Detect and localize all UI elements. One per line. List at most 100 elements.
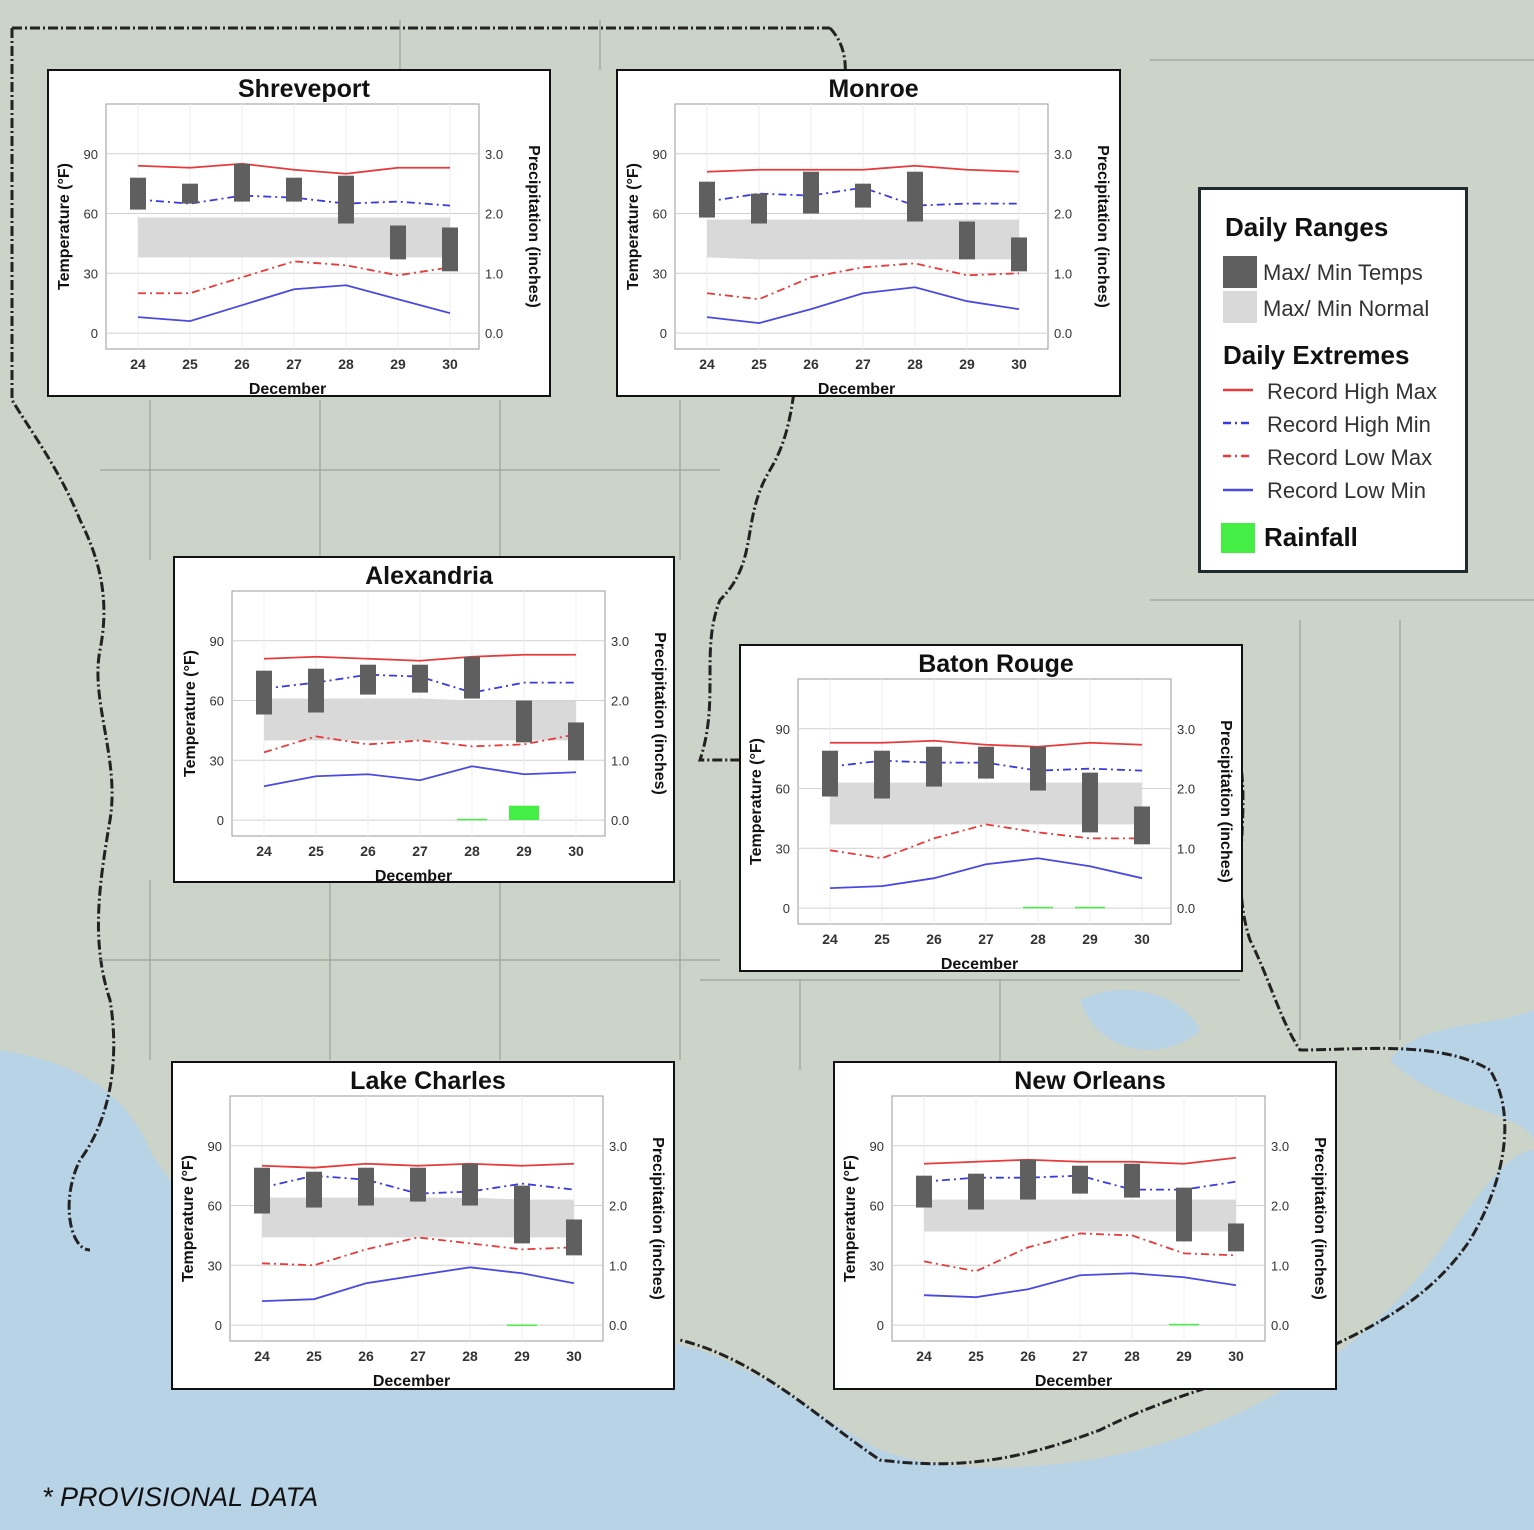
ytick-label-monroe-3: 90 xyxy=(653,147,667,162)
rain-bar-new-orleans-5 xyxy=(1169,1323,1199,1326)
xtick-label-monroe-4: 28 xyxy=(907,356,923,372)
xlabel-new-orleans: December xyxy=(1035,1373,1112,1388)
y2label-alexandria: Precipitation (inches) xyxy=(651,632,668,795)
rain-bar-baton-rouge-5 xyxy=(1075,906,1105,909)
observed-bar-monroe-3 xyxy=(855,183,871,208)
xtick-label-lake-charles-6: 30 xyxy=(566,1348,582,1364)
y2label-new-orleans: Precipitation (inches) xyxy=(1311,1137,1328,1300)
xtick-label-alexandria-6: 30 xyxy=(568,843,584,859)
legend-obs-swatch xyxy=(1223,256,1257,288)
record-low-max-line-alexandria xyxy=(263,733,577,754)
y2tick-label-alexandria-0: 0.0 xyxy=(611,813,629,828)
ytick-label-monroe-0: 0 xyxy=(660,326,667,341)
xtick-label-baton-rouge-3: 27 xyxy=(978,931,994,947)
xlabel-lake-charles: December xyxy=(373,1373,450,1388)
y2tick-label-new-orleans-0: 0.0 xyxy=(1271,1318,1289,1333)
y2tick-label-new-orleans-1: 1.0 xyxy=(1271,1258,1289,1273)
observed-bar-shreveport-0 xyxy=(130,177,146,210)
observed-bar-monroe-1 xyxy=(751,193,767,224)
ytick-label-shreveport-2: 60 xyxy=(84,207,98,222)
ytick-label-lake-charles-1: 30 xyxy=(208,1258,222,1273)
y2tick-label-new-orleans-2: 2.0 xyxy=(1271,1199,1289,1214)
xtick-label-lake-charles-4: 28 xyxy=(462,1348,478,1364)
xlabel-shreveport: December xyxy=(249,381,326,395)
chart-title-monroe: Monroe xyxy=(828,75,918,103)
ytick-label-lake-charles-2: 60 xyxy=(208,1199,222,1214)
observed-bar-lake-charles-0 xyxy=(254,1167,270,1214)
record-high-max-line-shreveport xyxy=(137,162,450,175)
observed-bar-monroe-4 xyxy=(907,171,923,222)
observed-bar-shreveport-5 xyxy=(390,225,406,260)
legend-rlmax-label: Record Low Max xyxy=(1267,445,1433,470)
xtick-label-monroe-2: 26 xyxy=(803,356,819,372)
xtick-label-alexandria-4: 28 xyxy=(464,843,480,859)
y2label-lake-charles: Precipitation (inches) xyxy=(649,1137,666,1300)
normal-band-alexandria xyxy=(264,698,576,741)
record-low-min-line-shreveport xyxy=(137,284,451,323)
observed-bar-alexandria-6 xyxy=(568,722,584,761)
ytick-label-monroe-1: 30 xyxy=(653,266,667,281)
xtick-label-baton-rouge-4: 28 xyxy=(1030,931,1046,947)
xtick-label-monroe-3: 27 xyxy=(855,356,871,372)
record-low-min-line-lake-charles xyxy=(261,1266,575,1303)
xtick-label-shreveport-1: 25 xyxy=(182,356,198,372)
ylabel-lake-charles: Temperature (°F) xyxy=(180,1155,197,1282)
record-high-max-line-monroe xyxy=(706,164,1020,173)
xlabel-alexandria: December xyxy=(375,868,452,881)
panel-new-orleans: New Orleans 0 30 60 90 0.0 1.0 2.0 3.0 24 25 26 27 28… xyxy=(833,1061,1337,1390)
xtick-label-baton-rouge-0: 24 xyxy=(822,931,838,947)
normal-band-new-orleans xyxy=(924,1199,1236,1232)
y2tick-label-shreveport-3: 3.0 xyxy=(485,147,503,162)
ytick-label-lake-charles-3: 90 xyxy=(208,1139,222,1154)
y2label-shreveport: Precipitation (inches) xyxy=(525,145,542,308)
chart-baton-rouge: Baton Rouge 0 30 60 90 0.0 1.0 2.0 3.0 24 25 26 27 28… xyxy=(748,650,1234,970)
legend-ranges-title: Daily Ranges xyxy=(1225,212,1389,242)
observed-bar-alexandria-0 xyxy=(256,670,272,715)
xtick-label-shreveport-3: 27 xyxy=(286,356,302,372)
ylabel-baton-rouge: Temperature (°F) xyxy=(748,738,765,865)
xtick-label-lake-charles-3: 27 xyxy=(410,1348,426,1364)
xtick-label-monroe-1: 25 xyxy=(751,356,767,372)
observed-bar-lake-charles-4 xyxy=(462,1163,478,1206)
y2tick-label-baton-rouge-2: 2.0 xyxy=(1177,782,1195,797)
xtick-label-lake-charles-1: 25 xyxy=(306,1348,322,1364)
normal-band-monroe xyxy=(707,219,1019,260)
xtick-label-new-orleans-1: 25 xyxy=(968,1348,984,1364)
y2tick-label-baton-rouge-3: 3.0 xyxy=(1177,722,1195,737)
chart-monroe: Monroe 0 30 60 90 0.0 1.0 2.0 3.0 24 25 26 27 28 29 30 D… xyxy=(625,75,1111,395)
legend-extremes-title: Daily Extremes xyxy=(1223,340,1410,370)
ytick-label-alexandria-2: 60 xyxy=(210,694,224,709)
legend-rhmax-label: Record High Max xyxy=(1267,379,1437,404)
observed-bar-baton-rouge-2 xyxy=(926,746,942,787)
observed-bar-baton-rouge-5 xyxy=(1082,772,1098,833)
xtick-label-alexandria-5: 29 xyxy=(516,843,532,859)
xtick-label-monroe-6: 30 xyxy=(1011,356,1027,372)
ytick-label-baton-rouge-0: 0 xyxy=(783,901,790,916)
chart-title-baton-rouge: Baton Rouge xyxy=(918,650,1074,678)
ytick-label-baton-rouge-1: 30 xyxy=(776,841,790,856)
panel-shreveport: Shreveport 0 30 60 90 0.0 1.0 2.0 3.0 24 25 26 27 28 2… xyxy=(47,69,551,397)
y2tick-label-lake-charles-0: 0.0 xyxy=(609,1318,627,1333)
observed-bar-shreveport-6 xyxy=(442,227,458,272)
observed-bar-monroe-0 xyxy=(699,181,715,218)
record-low-max-line-new-orleans xyxy=(923,1232,1237,1273)
legend-normal-swatch xyxy=(1223,291,1257,323)
y2tick-label-shreveport-1: 1.0 xyxy=(485,266,503,281)
chart-title-new-orleans: New Orleans xyxy=(1014,1067,1165,1095)
xtick-label-shreveport-5: 29 xyxy=(390,356,406,372)
legend-normal-label: Max/ Min Normal xyxy=(1263,296,1430,321)
xtick-label-new-orleans-3: 27 xyxy=(1072,1348,1088,1364)
observed-bar-shreveport-2 xyxy=(234,163,250,202)
ytick-label-alexandria-1: 30 xyxy=(210,753,224,768)
normal-band-baton-rouge xyxy=(830,782,1142,825)
observed-bar-new-orleans-1 xyxy=(968,1173,984,1210)
observed-bar-monroe-2 xyxy=(803,171,819,214)
rain-bar-alexandria-5 xyxy=(509,805,539,821)
xtick-label-baton-rouge-2: 26 xyxy=(926,931,942,947)
legend-rlmin-label: Record Low Min xyxy=(1267,478,1426,503)
xtick-label-shreveport-4: 28 xyxy=(338,356,354,372)
panel-lake-charles: Lake Charles 0 30 60 90 0.0 1.0 2.0 3.0 24 25 26 27 2… xyxy=(171,1061,675,1390)
xtick-label-shreveport-0: 24 xyxy=(130,356,146,372)
record-low-min-line-baton-rouge xyxy=(829,857,1143,890)
xtick-label-shreveport-6: 30 xyxy=(442,356,458,372)
